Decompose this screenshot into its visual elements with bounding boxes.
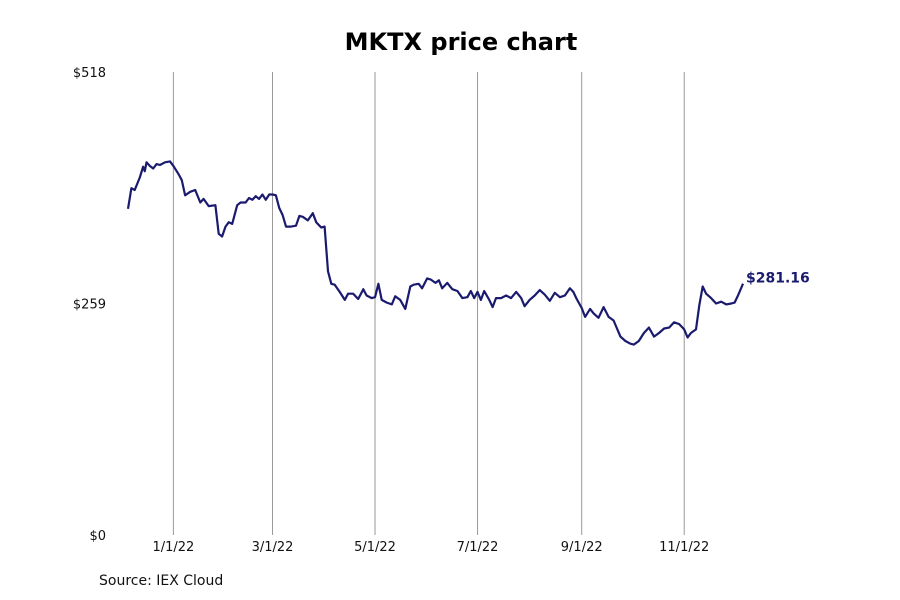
x-tick-label: 3/1/22 (252, 540, 294, 555)
series-layer (126, 160, 745, 346)
y-axis-ticks: $518 $259 $0 (73, 66, 106, 544)
y-tick-label: $0 (89, 529, 106, 544)
x-tick-label: 5/1/22 (354, 540, 396, 555)
price-line-series-0 (126, 160, 745, 346)
last-value-label: $281.16 (746, 271, 810, 287)
x-tick-label: 1/1/22 (152, 540, 194, 555)
x-axis-ticks: 1/1/22 3/1/22 5/1/22 7/1/22 9/1/22 11/1/22 (152, 540, 709, 555)
chart-title: MKTX price chart (345, 28, 578, 56)
x-tick-label: 9/1/22 (561, 540, 603, 555)
y-tick-label: $518 (73, 66, 106, 81)
x-tick-label: 11/1/22 (659, 540, 709, 555)
source-note: Source: IEX Cloud (99, 573, 224, 589)
y-tick-label: $259 (73, 298, 106, 313)
vertical-gridlines (172, 72, 685, 535)
x-tick-label: 7/1/22 (457, 540, 499, 555)
